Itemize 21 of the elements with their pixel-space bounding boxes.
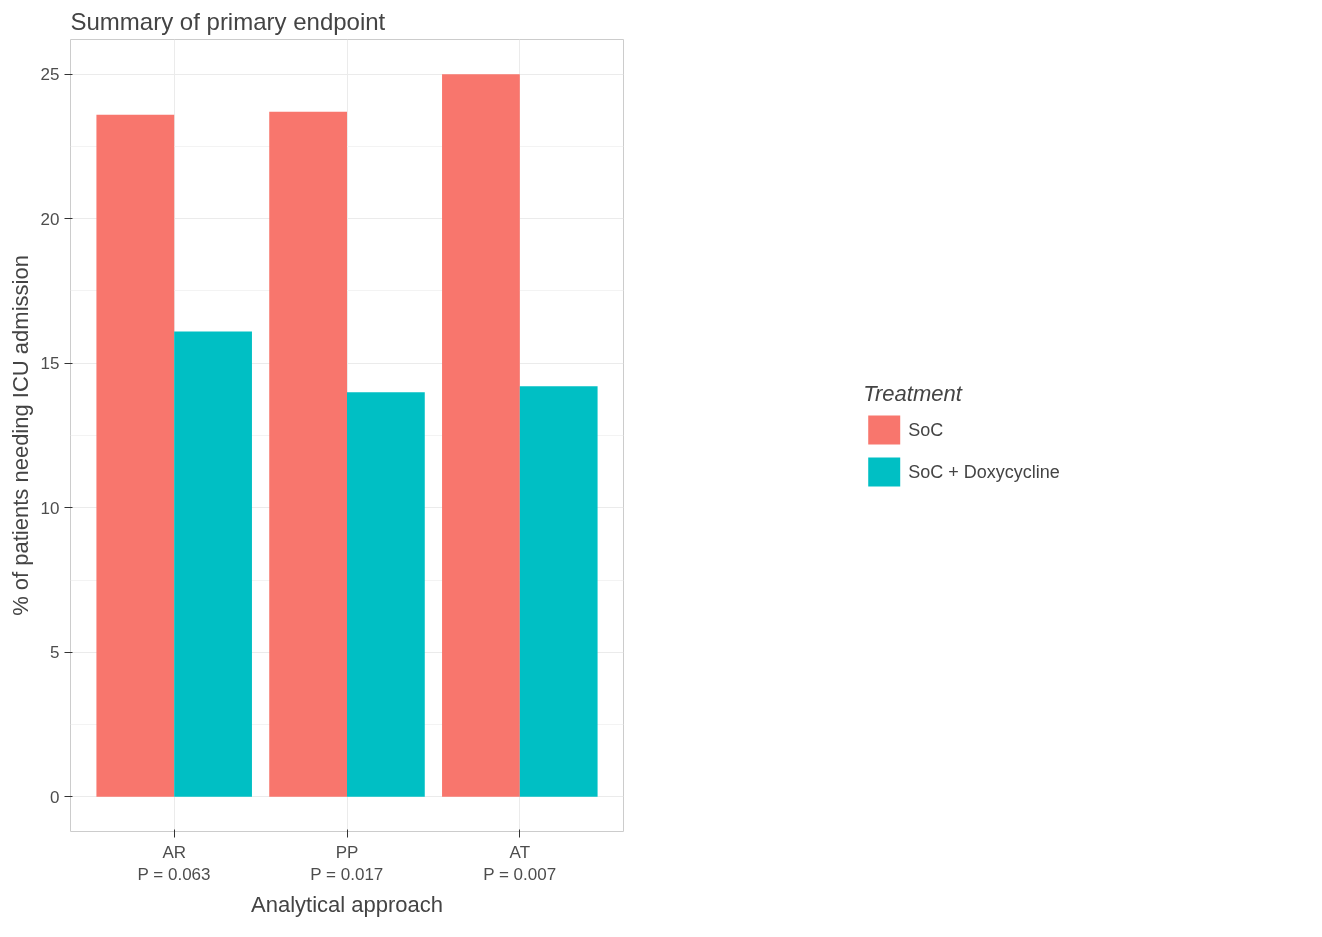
legend-title: Treatment xyxy=(863,380,964,407)
y-tick-label: 5 xyxy=(50,643,60,663)
y-axis-title: % of patients needing ICU admission xyxy=(7,255,33,616)
bar xyxy=(347,392,425,797)
chart-title: Summary of primary endpoint xyxy=(70,7,386,35)
y-tick-label: 15 xyxy=(40,354,60,374)
bar xyxy=(442,74,520,797)
y-tick-label: 10 xyxy=(40,498,60,518)
legend-label: SoC + Doxycycline xyxy=(908,461,1060,482)
x-tick-label: AT P = 0.007 xyxy=(483,842,557,885)
y-tick-label: 20 xyxy=(40,209,60,229)
bar xyxy=(269,111,347,797)
bar xyxy=(96,114,175,797)
x-tick-label: PP P = 0.017 xyxy=(310,842,384,885)
bar xyxy=(174,331,252,797)
y-tick-label: 25 xyxy=(40,65,60,85)
x-axis-title: Analytical approach xyxy=(251,892,444,918)
y-tick-label: 0 xyxy=(50,787,60,807)
x-tick-label: AR P = 0.063 xyxy=(137,842,211,885)
bar xyxy=(519,386,598,797)
legend-label: SoC xyxy=(908,419,944,440)
